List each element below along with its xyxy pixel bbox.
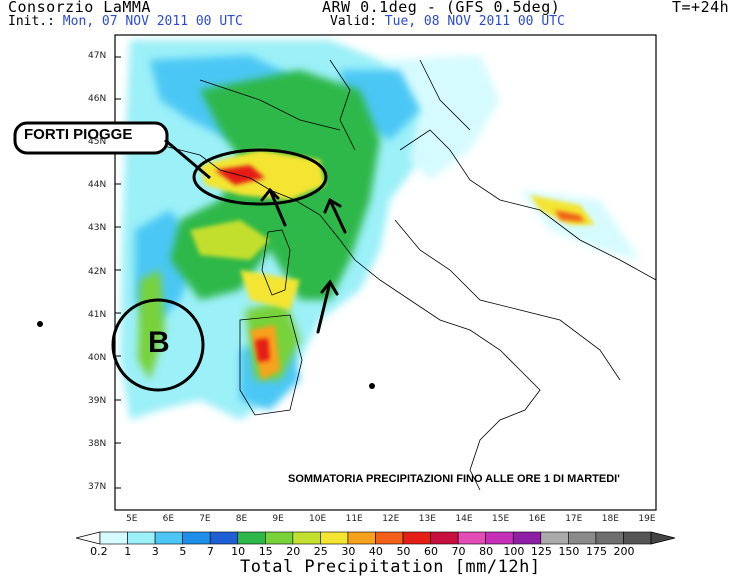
colorbar-level-label: 175 bbox=[586, 545, 607, 558]
colorbar-swatch bbox=[430, 531, 459, 545]
lon-tick-label: 17E bbox=[565, 514, 583, 524]
map-frame bbox=[114, 34, 657, 511]
lon-tick-label: 6E bbox=[162, 514, 175, 524]
colorbar-swatch bbox=[402, 531, 431, 545]
lat-tick-label: 40N bbox=[88, 352, 107, 363]
dot-marker bbox=[369, 383, 375, 389]
colorbar-swatch bbox=[512, 531, 542, 545]
lon-tick-label: 8E bbox=[235, 514, 248, 524]
lon-tick-label: 14E bbox=[455, 514, 473, 524]
colorbar-level-label: 3 bbox=[151, 545, 159, 558]
lon-tick-label: 11E bbox=[345, 514, 363, 524]
lat-tick-label: 44N bbox=[88, 180, 107, 191]
valid-time: Valid: Tue, 08 NOV 2011 00 UTC bbox=[330, 14, 565, 29]
lon-tick-label: 15E bbox=[492, 514, 510, 524]
lat-tick-label: 38N bbox=[88, 438, 107, 449]
lon-tick-label: 19E bbox=[638, 514, 656, 524]
org-title: Consorzio LaMMA bbox=[8, 0, 151, 16]
colorbar-level-label: 5 bbox=[179, 545, 187, 558]
lon-tick-label: 16E bbox=[528, 514, 546, 524]
colorbar-swatch bbox=[209, 531, 239, 545]
colorbar-level-label: 150 bbox=[558, 545, 580, 558]
lon-tick-label: 7E bbox=[199, 514, 211, 524]
colorbar-level-label: 10 bbox=[231, 545, 246, 558]
model-title: ARW 0.1deg - (GFS 0.5deg) bbox=[322, 0, 561, 16]
colorbar-low-arrow bbox=[75, 531, 101, 545]
colorbar-level-label: 200 bbox=[613, 545, 635, 558]
colorbar-swatch bbox=[99, 531, 128, 545]
lat-tick-label: 39N bbox=[88, 395, 107, 406]
lon-tick-label: 5E bbox=[126, 514, 138, 524]
coastlines bbox=[115, 59, 656, 491]
colorbar-level-label: 1 bbox=[124, 545, 132, 558]
init-time: Init.: Mon, 07 NOV 2011 00 UTC bbox=[8, 14, 243, 29]
colorbar-swatch bbox=[457, 531, 486, 545]
rain-ellipse bbox=[192, 148, 328, 206]
lat-tick-label: 41N bbox=[88, 309, 107, 320]
colorbar-level-label: 100 bbox=[503, 545, 525, 558]
init-date: Mon, 07 NOV 2011 bbox=[62, 14, 189, 29]
lon-tick-label: 18E bbox=[601, 514, 619, 524]
colorbar-level-label: 25 bbox=[313, 545, 328, 558]
colorbar-level-label: 50 bbox=[396, 545, 411, 558]
grid-ticks bbox=[115, 56, 121, 489]
lat-tick-label: 46N bbox=[88, 94, 107, 105]
valid-date: Tue, 08 NOV 2011 bbox=[384, 14, 511, 29]
low-circle bbox=[111, 298, 205, 392]
arrow-2 bbox=[323, 197, 347, 234]
colorbar-level-label: 70 bbox=[451, 545, 466, 558]
colorbar-swatch bbox=[127, 531, 156, 545]
label-low: B bbox=[148, 326, 170, 359]
colorbar-level-label: 0.2 bbox=[90, 545, 108, 558]
lat-tick-label: 37N bbox=[88, 482, 107, 492]
colorbar-swatch bbox=[237, 531, 266, 545]
valid-label: Valid: bbox=[330, 14, 377, 29]
lat-tick-label: 47N bbox=[88, 51, 107, 61]
colorbar-high-arrow bbox=[650, 531, 676, 545]
lon-tick-label: 9E bbox=[272, 514, 284, 524]
colorbar-swatch bbox=[154, 531, 183, 545]
init-label: Init.: bbox=[8, 14, 55, 29]
colorbar-swatch bbox=[320, 531, 349, 545]
dot-marker bbox=[37, 321, 43, 327]
lat-tick-label: 42N bbox=[88, 266, 107, 277]
arrow-1 bbox=[260, 187, 287, 227]
colorbar-level-label: 20 bbox=[286, 545, 301, 558]
label-box bbox=[13, 121, 169, 155]
label-summary: SOMMATORIA PRECIPITAZIONI FINO ALLE ORE … bbox=[288, 473, 620, 485]
colorbar-swatch bbox=[595, 531, 624, 545]
colorbar-level-label: 40 bbox=[368, 545, 383, 558]
colorbar-swatch bbox=[540, 531, 569, 545]
lat-tick-label: 45N bbox=[88, 137, 107, 148]
colorbar-level-label: 60 bbox=[424, 545, 438, 558]
colorbar-level-label: 15 bbox=[258, 545, 273, 558]
colorbar bbox=[75, 531, 676, 545]
colorbar-level-label: 80 bbox=[479, 545, 494, 558]
colorbar-swatch bbox=[568, 531, 597, 545]
map-area bbox=[115, 35, 656, 510]
colorbar-title: Total Precipitation [mm/12h] bbox=[240, 557, 541, 577]
colorbar-swatch bbox=[485, 531, 514, 545]
forecast-step: T=+24h bbox=[672, 0, 730, 16]
colorbar-level-label: 7 bbox=[206, 545, 214, 558]
lon-tick-label: 13E bbox=[418, 514, 436, 524]
label-heavy-rain: FORTI PIOGGE bbox=[24, 126, 133, 143]
init-utc: 00 UTC bbox=[195, 14, 243, 29]
lat-tick-label: 43N bbox=[88, 223, 107, 234]
leader-line bbox=[164, 138, 211, 180]
lon-tick-label: 10E bbox=[309, 514, 327, 524]
colorbar-swatch bbox=[375, 531, 404, 545]
colorbar-swatch bbox=[347, 531, 376, 545]
colorbar-level-label: 125 bbox=[530, 545, 552, 558]
colorbar-level-label: 30 bbox=[341, 545, 356, 558]
colorbar-swatch bbox=[623, 531, 652, 545]
arrow-3 bbox=[316, 279, 339, 334]
colorbar-swatch bbox=[292, 531, 321, 545]
colorbar-swatch bbox=[264, 531, 294, 545]
arrows bbox=[260, 187, 347, 334]
lon-tick-label: 12E bbox=[382, 514, 400, 524]
valid-utc: 00 UTC bbox=[517, 14, 565, 29]
colorbar-swatch bbox=[182, 531, 211, 545]
